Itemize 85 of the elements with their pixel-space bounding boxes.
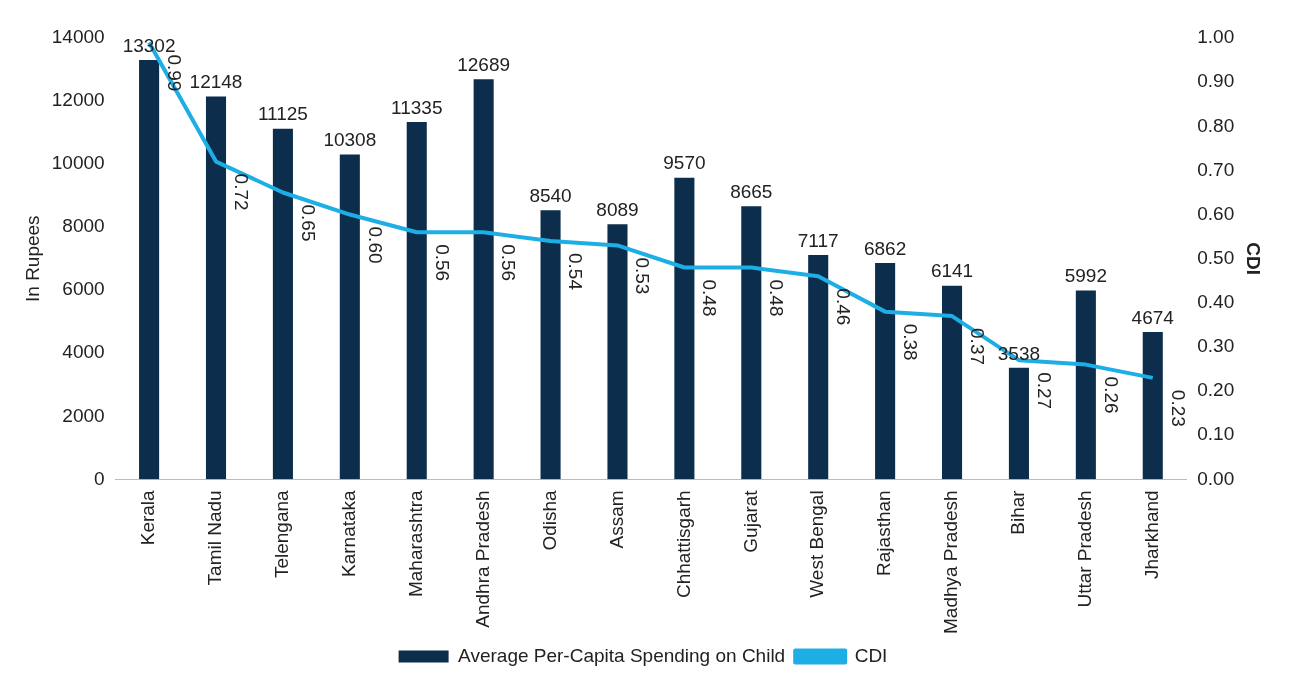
y-tick-label: 0 [94, 467, 105, 489]
data-label: 10308 [323, 129, 377, 151]
data-label: 0.48 [766, 279, 788, 317]
data-label: 0.54 [565, 253, 587, 291]
x-tick-label: Chhattisgarh [672, 490, 694, 599]
bar [540, 210, 561, 480]
data-label: 8665 [730, 180, 773, 202]
x-tick-label: Rajasthan [873, 490, 895, 576]
bar [674, 177, 695, 480]
x-tick-label: Telengana [271, 489, 293, 579]
data-label: 0.46 [832, 288, 854, 326]
x-tick-label: Karnataka [338, 489, 360, 577]
x-tick-label: Odisha [538, 489, 560, 551]
y2-tick-label: 0.00 [1197, 467, 1235, 489]
legend-label: CDI [854, 644, 888, 666]
bar [941, 285, 963, 480]
data-label: 0.65 [297, 204, 319, 242]
x-tick-label: Assam [605, 490, 627, 549]
data-label: 0.26 [1100, 376, 1122, 414]
x-tick-label: Maharashtra [404, 489, 426, 598]
x-tick-label: Jharkhand [1141, 490, 1162, 580]
y2-tick-label: 0.20 [1197, 379, 1235, 401]
data-label: 11125 [257, 103, 308, 125]
bar [741, 206, 762, 480]
y2-tick-label: 0.60 [1197, 202, 1235, 224]
data-label: 0.48 [699, 279, 721, 317]
y-tick-label: 10000 [51, 152, 105, 174]
data-label: 5992 [1064, 265, 1107, 287]
data-label: 12148 [189, 71, 243, 93]
data-label: 0.72 [230, 173, 252, 211]
data-label: 12689 [457, 54, 511, 76]
bar [808, 254, 829, 480]
data-label: 8089 [596, 199, 639, 221]
x-tick-label: Tamil Nadu [204, 490, 226, 586]
y2-tick-label: 0.80 [1197, 114, 1235, 136]
y2-tick-label: 0.40 [1197, 291, 1235, 313]
data-label: 0.53 [632, 257, 654, 295]
bar [272, 128, 293, 480]
y-tick-label: 14000 [51, 26, 105, 48]
y2-tick-label: 0.10 [1197, 423, 1235, 445]
data-label: 0.99 [163, 54, 185, 92]
x-tick-label: West Bengal [806, 490, 828, 598]
legend-label: Average Per-Capita Spending on Child [458, 644, 786, 666]
x-tick-label: Gujarat [739, 489, 761, 553]
data-label: 0.38 [899, 323, 921, 361]
bar [1008, 367, 1029, 480]
y2-tick-label: 0.90 [1197, 70, 1235, 92]
data-label: 6141 [930, 260, 974, 282]
x-tick-label: Kerala [137, 489, 159, 546]
y-tick-label: 12000 [51, 89, 105, 111]
x-tick-label: Uttar Pradesh [1074, 490, 1096, 608]
data-label: 0.56 [431, 244, 453, 282]
y-axis-title: In Rupees [21, 215, 43, 302]
y-tick-label: 4000 [62, 341, 105, 363]
bar [607, 224, 628, 480]
x-tick-label: Andhra Pradesh [471, 490, 493, 628]
data-label: 11335 [391, 96, 443, 118]
data-label: 0.56 [498, 244, 520, 282]
data-label: 7117 [797, 229, 839, 251]
bar [339, 154, 360, 480]
y2-tick-label: 0.30 [1197, 335, 1235, 357]
bar [1142, 332, 1163, 480]
data-label: 4674 [1131, 306, 1175, 328]
y-tick-label: 6000 [62, 278, 105, 300]
data-label: 0.37 [966, 328, 988, 366]
bar [1075, 290, 1096, 480]
data-label: 0.23 [1167, 389, 1189, 427]
data-label: 8540 [529, 184, 572, 206]
y2-axis-title: CDI [1243, 242, 1265, 276]
y-tick-label: 2000 [62, 404, 105, 426]
data-label: 0.27 [1033, 372, 1055, 410]
bar [205, 96, 227, 480]
y2-tick-label: 0.70 [1197, 158, 1235, 180]
x-tick-label: Bihar [1007, 489, 1029, 535]
bar [139, 60, 160, 480]
y2-tick-label: 0.50 [1197, 246, 1235, 268]
data-label: 6862 [863, 237, 907, 259]
y-tick-label: 8000 [62, 215, 105, 237]
bar [406, 122, 427, 480]
data-label: 0.60 [364, 226, 386, 264]
y2-tick-label: 1.00 [1197, 26, 1235, 48]
bar [473, 79, 494, 480]
data-label: 9570 [663, 152, 706, 174]
x-tick-label: Madhya Pradesh [940, 490, 962, 635]
bar [875, 263, 896, 480]
